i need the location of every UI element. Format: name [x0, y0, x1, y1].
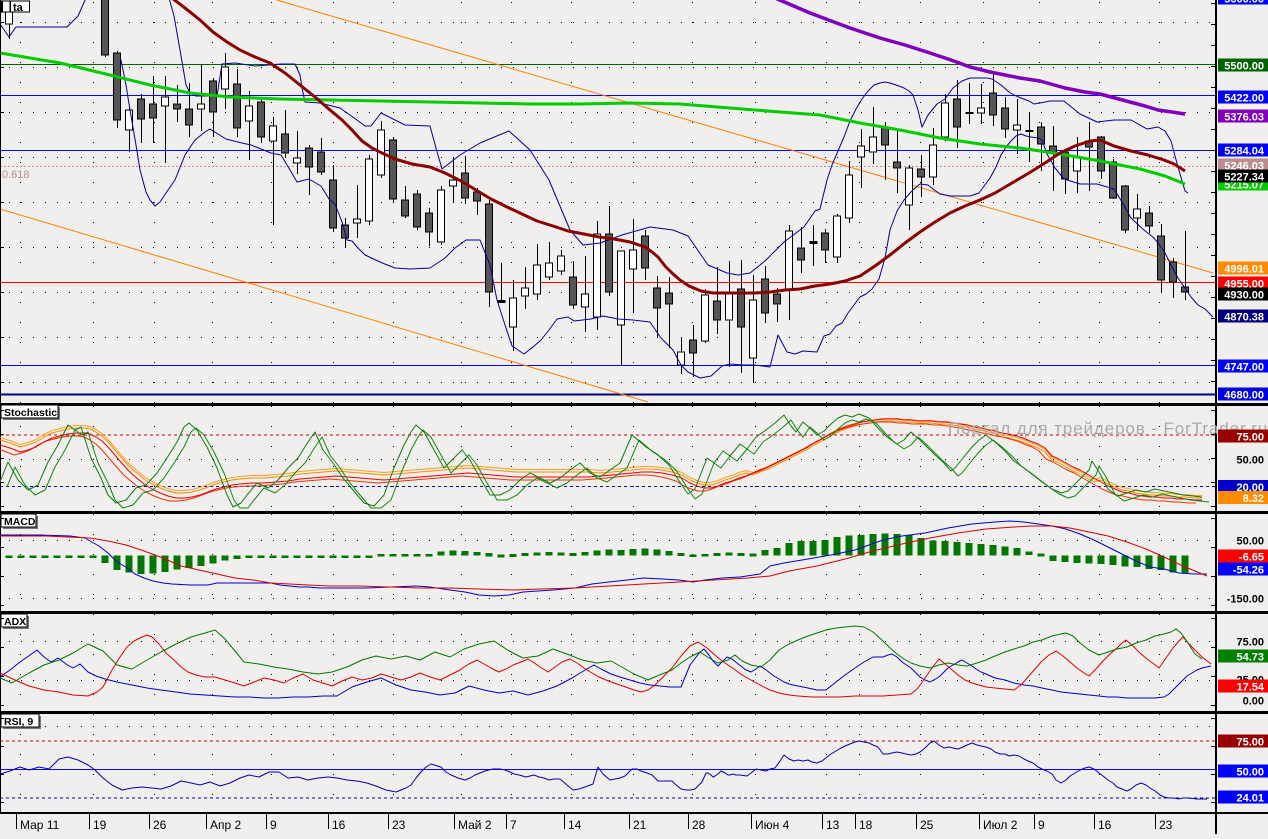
svg-text:ADX: ADX: [4, 616, 26, 628]
svg-text:14: 14: [568, 818, 582, 832]
svg-text:24.01: 24.01: [1236, 793, 1264, 805]
svg-text:5376.03: 5376.03: [1224, 112, 1264, 124]
svg-text:0.618: 0.618: [2, 169, 30, 181]
svg-text:25: 25: [920, 818, 934, 832]
svg-text:8.32: 8.32: [1243, 493, 1264, 505]
svg-text:-54.26: -54.26: [1233, 565, 1264, 577]
svg-text:4996.01: 4996.01: [1224, 264, 1264, 276]
svg-text:RSI, 9: RSI, 9: [4, 716, 33, 728]
svg-text:23: 23: [392, 818, 406, 832]
svg-text:-6.65: -6.65: [1239, 552, 1264, 564]
svg-text:Апр 2: Апр 2: [210, 818, 242, 832]
svg-text:7: 7: [510, 818, 517, 832]
svg-text:50.00: 50.00: [1236, 455, 1264, 467]
svg-text:50.00: 50.00: [1236, 536, 1264, 548]
svg-text:4747.00: 4747.00: [1224, 362, 1264, 374]
svg-text:21: 21: [633, 818, 647, 832]
svg-text:19: 19: [93, 818, 107, 832]
svg-text:75.00: 75.00: [1236, 637, 1264, 649]
svg-text:28: 28: [692, 818, 706, 832]
svg-text:5227.34: 5227.34: [1224, 172, 1265, 184]
svg-text:Май 2: Май 2: [458, 818, 492, 832]
svg-text:5284.04: 5284.04: [1224, 146, 1265, 158]
svg-text:Портал для трейдеров - ForTrad: Портал для трейдеров - ForTrader.ru: [948, 419, 1268, 438]
svg-text:Июл 2: Июл 2: [983, 818, 1018, 832]
svg-text:50.00: 50.00: [1236, 767, 1264, 779]
svg-text:0.00: 0.00: [1243, 696, 1264, 708]
svg-text:9: 9: [270, 818, 277, 832]
svg-text:75.00: 75.00: [1236, 432, 1264, 444]
svg-text:MACD: MACD: [4, 516, 36, 528]
svg-text:4930.00: 4930.00: [1224, 290, 1264, 302]
svg-text:4680.00: 4680.00: [1224, 390, 1264, 402]
svg-text:4870.38: 4870.38: [1224, 312, 1264, 324]
svg-text:75.00: 75.00: [1236, 737, 1264, 749]
svg-text:54.73: 54.73: [1236, 652, 1264, 664]
svg-text:18: 18: [859, 818, 873, 832]
svg-text:16: 16: [1098, 818, 1112, 832]
svg-text:13: 13: [826, 818, 840, 832]
svg-text:Июн 4: Июн 4: [755, 818, 790, 832]
svg-text:5600.00: 5600.00: [1224, 0, 1264, 6]
svg-text:26: 26: [153, 818, 167, 832]
svg-text:Stochastic: Stochastic: [4, 407, 57, 419]
svg-text:Мар 11: Мар 11: [20, 818, 60, 832]
svg-text:9: 9: [1038, 818, 1045, 832]
svg-text:ta: ta: [13, 2, 24, 14]
svg-text:17.54: 17.54: [1236, 682, 1264, 694]
svg-text:-150.00: -150.00: [1227, 594, 1264, 606]
svg-text:5500.00: 5500.00: [1224, 61, 1264, 73]
svg-text:16: 16: [332, 818, 346, 832]
svg-text:23: 23: [1159, 818, 1173, 832]
svg-text:5422.00: 5422.00: [1224, 93, 1264, 105]
